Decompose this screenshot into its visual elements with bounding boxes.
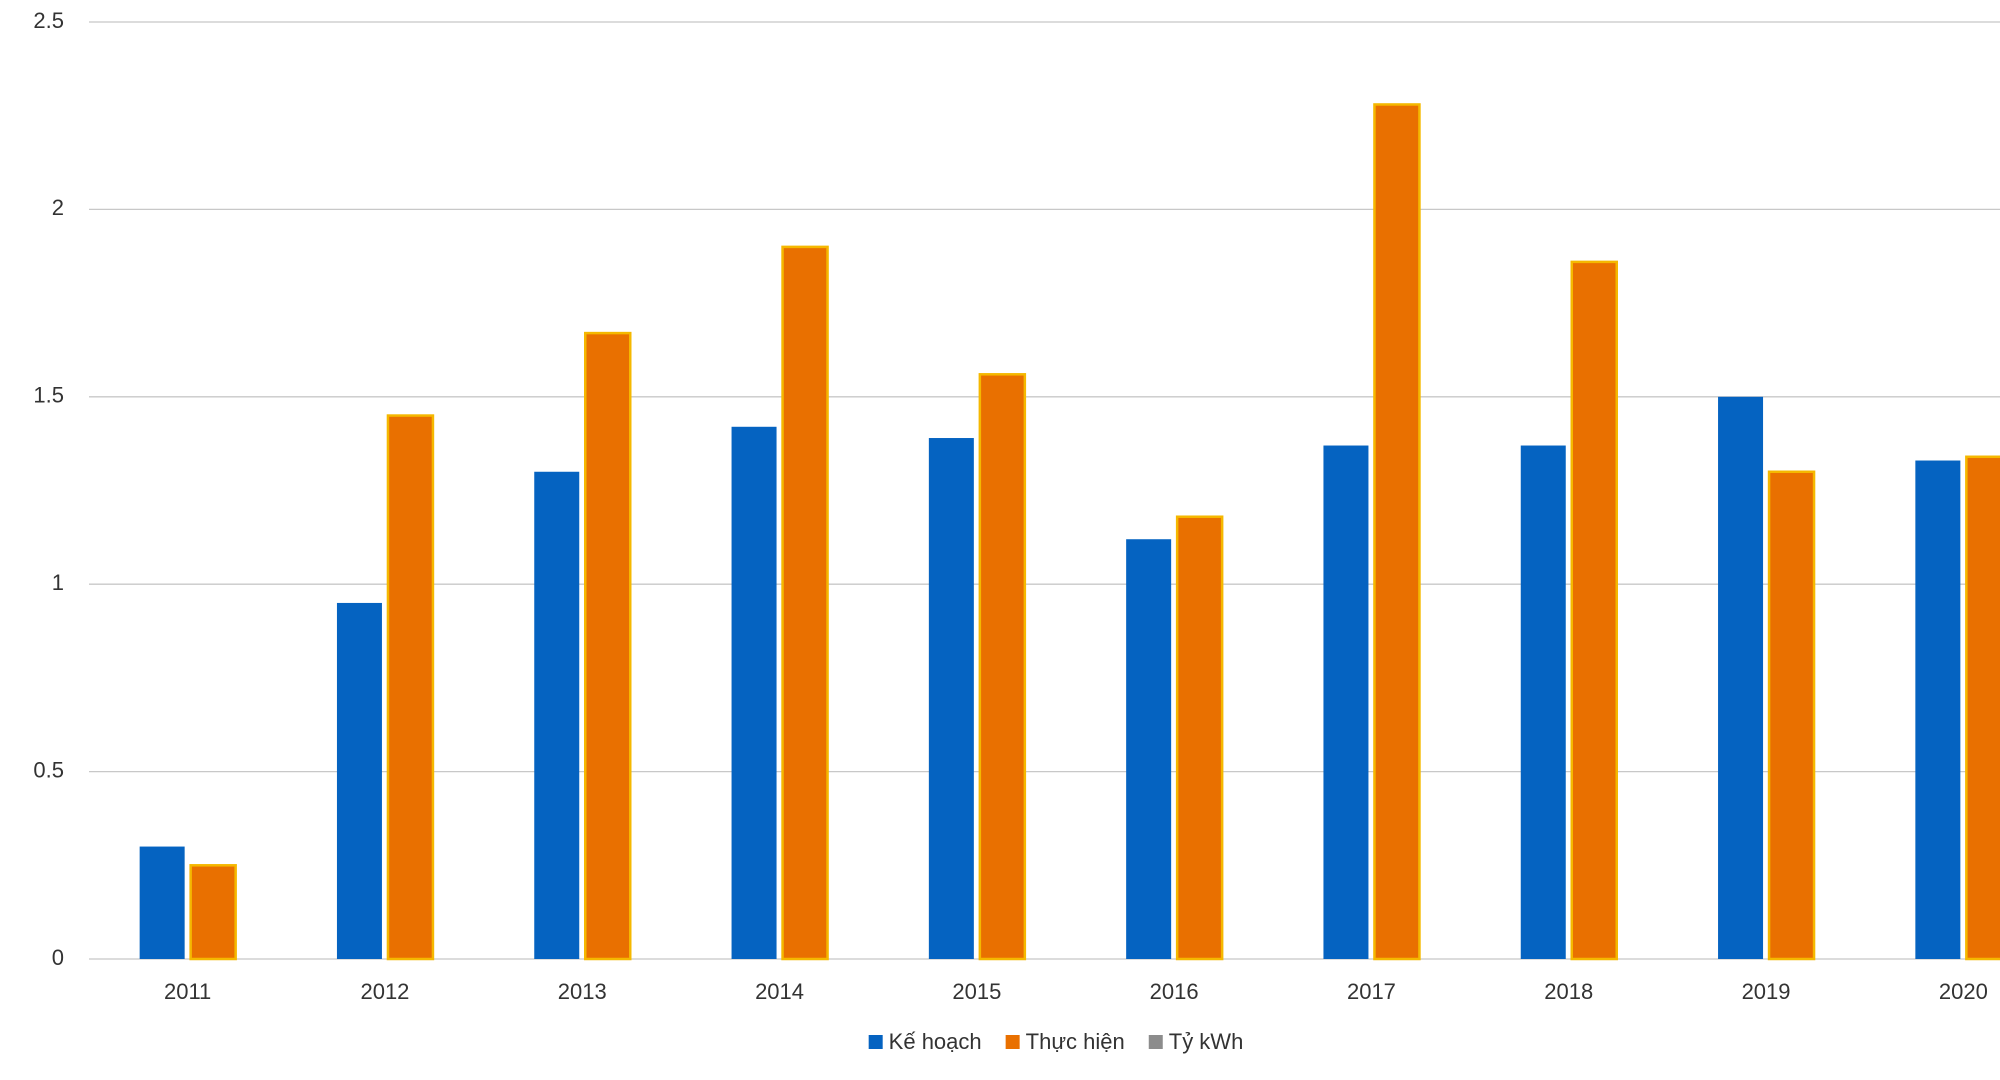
bar: [1126, 539, 1172, 959]
y-tick-label: 0.5: [33, 757, 64, 782]
legend-swatch: [1148, 1035, 1163, 1049]
bar: [1520, 445, 1566, 959]
legend-label: Kế hoạch: [889, 1029, 982, 1054]
y-tick-label: 1: [52, 570, 64, 595]
y-tick-label: 2: [52, 195, 64, 220]
bar: [1323, 445, 1369, 959]
x-tick-label: 2012: [360, 979, 409, 1004]
bar: [1175, 515, 1224, 961]
legend-label: Tỷ kWh: [1169, 1029, 1244, 1054]
bar: [781, 245, 829, 961]
bar: [584, 331, 632, 961]
bar: [978, 373, 1027, 961]
x-tick-label: 2016: [1150, 979, 1199, 1004]
x-tick-label: 2015: [952, 979, 1001, 1004]
x-tick-label: 2017: [1347, 979, 1396, 1004]
bar: [189, 864, 237, 961]
y-tick-label: 2.5: [33, 8, 64, 33]
bar: [928, 438, 974, 959]
bar: [1570, 260, 1618, 961]
y-tick-label: 0: [52, 945, 64, 970]
x-tick-label: 2020: [1939, 979, 1988, 1004]
legend-label: Thực hiện: [1026, 1029, 1125, 1054]
bar: [1718, 396, 1764, 959]
bar: [1915, 460, 1961, 959]
bar: [336, 602, 382, 959]
y-tick-label: 1.5: [33, 383, 64, 408]
bar: [139, 846, 185, 959]
legend-swatch: [1005, 1035, 1020, 1049]
x-tick-label: 2019: [1742, 979, 1791, 1004]
bar: [386, 414, 435, 961]
x-tick-label: 2011: [164, 979, 211, 1004]
x-tick-label: 2018: [1544, 979, 1593, 1004]
bar: [1373, 103, 1421, 961]
legend-swatch: [868, 1035, 883, 1049]
bar: [534, 471, 580, 959]
bar: [1965, 455, 2000, 961]
bar: [731, 426, 777, 959]
bar: [1767, 470, 1816, 961]
x-tick-label: 2013: [558, 979, 607, 1004]
x-tick-label: 2014: [755, 979, 804, 1004]
